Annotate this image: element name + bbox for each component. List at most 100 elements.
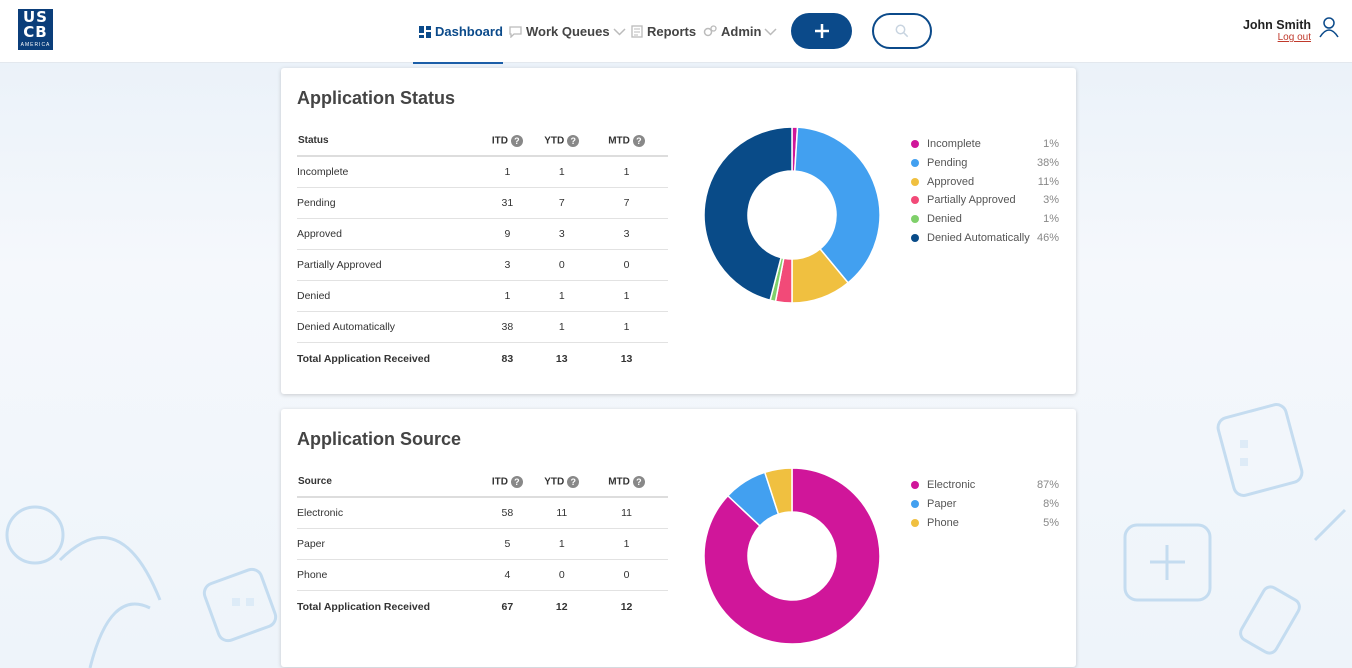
column-header-ytd: YTD? — [538, 467, 586, 498]
legend-item[interactable]: Partially Approved 3% — [911, 191, 1059, 210]
cell-ytd: 11 — [538, 497, 586, 529]
legend-swatch — [911, 215, 919, 224]
cell-mtd: 1 — [585, 311, 668, 343]
total-cell-label: Total Application Received — [297, 601, 431, 614]
help-icon[interactable]: ? — [567, 475, 580, 488]
legend-percent: 38% — [1036, 157, 1059, 170]
cell-label: Denied Automatically — [297, 311, 477, 343]
application-source-table: Source ITD? YTD? MTD? Electronic 58 11 11 Pa… — [297, 467, 668, 624]
legend-percent: 87% — [1036, 479, 1059, 492]
nav-work-queues[interactable]: Work Queues — [509, 0, 626, 63]
help-icon[interactable]: ? — [510, 134, 523, 147]
legend-swatch — [911, 500, 919, 509]
legend-percent: 1% — [1043, 213, 1059, 226]
dashboard-icon — [419, 25, 431, 38]
donut-slice[interactable] — [793, 126, 881, 284]
cell-mtd: 1 — [585, 528, 668, 560]
help-icon[interactable]: ? — [632, 134, 645, 147]
cell-label: Electronic — [297, 497, 477, 529]
reports-icon — [631, 25, 643, 38]
cell-label: Incomplete — [297, 156, 477, 188]
chevron-down-icon — [764, 27, 777, 36]
legend-swatch — [911, 196, 919, 205]
donut-slice[interactable] — [763, 467, 793, 516]
gear-icon — [703, 25, 717, 38]
nav-reports[interactable]: Reports — [631, 0, 696, 63]
total-cell-label: Total Application Received — [297, 353, 431, 366]
legend-label: Partially Approved — [927, 194, 1016, 207]
legend-item[interactable]: Electronic 87% — [911, 476, 1059, 495]
table-row: Pending 31 7 7 — [297, 187, 668, 219]
table-row: Partially Approved 3 0 0 — [297, 249, 668, 281]
application-source-title: Application Source — [297, 429, 462, 449]
cell-ytd: 1 — [538, 311, 586, 343]
active-nav-indicator — [413, 62, 503, 64]
logo-text: US CB — [23, 8, 48, 41]
legend-item[interactable]: Incomplete 1% — [911, 135, 1059, 154]
legend-label: Denied — [927, 213, 962, 226]
application-status-table: Status ITD? YTD? MTD? Incomplete 1 1 1 Pendi… — [297, 126, 668, 376]
logo-subtext: AMERICA — [20, 42, 51, 48]
column-header-itd: ITD? — [476, 126, 539, 157]
cell-itd: 3 — [476, 249, 539, 281]
logout-link[interactable]: Log out — [1277, 32, 1311, 43]
legend-item[interactable]: Approved 11% — [911, 172, 1059, 191]
cell-mtd: 0 — [585, 559, 668, 591]
legend-percent: 3% — [1043, 194, 1059, 207]
help-icon[interactable]: ? — [632, 475, 645, 488]
chat-icon — [509, 25, 522, 38]
table-header-row: Status ITD? YTD? MTD? — [297, 126, 668, 157]
cell-ytd: 1 — [538, 528, 586, 560]
legend-item[interactable]: Paper 8% — [911, 495, 1059, 514]
cell-itd: 5 — [476, 528, 539, 560]
table-row: Phone 4 0 0 — [297, 559, 668, 591]
table-header-row: Source ITD? YTD? MTD? — [297, 467, 668, 498]
application-source-card: Application Source Source ITD? YTD? MTD?… — [281, 409, 1076, 667]
legend-percent: 46% — [1036, 231, 1059, 244]
application-status-card: Application Status Status ITD? YTD? MTD?… — [281, 68, 1076, 394]
donut-slice[interactable] — [703, 126, 793, 302]
column-header-ytd: YTD? — [538, 126, 586, 157]
legend-swatch — [911, 159, 919, 168]
table-total-row: Total Application Received 67 12 12 — [297, 590, 668, 624]
legend-label: Pending — [927, 157, 968, 170]
chevron-down-icon — [613, 27, 626, 36]
add-new-button[interactable] — [791, 13, 852, 49]
legend-percent: 11% — [1037, 175, 1059, 188]
cell-ytd: 0 — [538, 249, 586, 281]
nav-dashboard-label: Dashboard — [435, 24, 503, 39]
cell-label: Approved — [297, 218, 477, 250]
legend-item[interactable]: Denied Automatically 46% — [911, 228, 1059, 247]
donut-slice[interactable] — [703, 467, 881, 645]
nav-admin[interactable]: Admin — [703, 0, 777, 63]
cell-mtd: 1 — [585, 156, 668, 188]
nav-dashboard[interactable]: Dashboard — [419, 0, 503, 63]
help-icon[interactable]: ? — [510, 475, 523, 488]
cell-label: Paper — [297, 528, 477, 560]
legend-item[interactable]: Phone 5% — [911, 513, 1059, 532]
search-button[interactable] — [872, 13, 932, 49]
cell-ytd: 0 — [538, 559, 586, 591]
legend-item[interactable]: Denied 1% — [911, 210, 1059, 229]
company-logo[interactable]: US CB AMERICA — [18, 9, 53, 50]
user-name: John Smith — [1242, 18, 1311, 32]
legend-swatch — [911, 140, 919, 149]
total-cell-ytd: 12 — [555, 601, 568, 614]
cell-ytd: 7 — [538, 187, 586, 219]
cell-ytd: 1 — [538, 156, 586, 188]
legend-percent: 8% — [1043, 498, 1059, 511]
legend-percent: 5% — [1043, 516, 1059, 529]
total-cell-ytd: 13 — [555, 353, 568, 366]
cell-ytd: 3 — [538, 218, 586, 250]
cell-mtd: 7 — [585, 187, 668, 219]
user-profile-icon[interactable] — [1318, 16, 1340, 38]
legend-label: Paper — [927, 498, 957, 511]
legend-label: Denied Automatically — [927, 231, 1030, 244]
cell-itd: 1 — [476, 280, 539, 312]
cell-mtd: 0 — [585, 249, 668, 281]
cell-label: Denied — [297, 280, 477, 312]
application-source-legend: Electronic 87% Paper 8% Phone 5% — [911, 476, 1059, 532]
help-icon[interactable]: ? — [567, 134, 580, 147]
legend-item[interactable]: Pending 38% — [911, 154, 1059, 173]
table-total-row: Total Application Received 83 13 13 — [297, 342, 668, 376]
